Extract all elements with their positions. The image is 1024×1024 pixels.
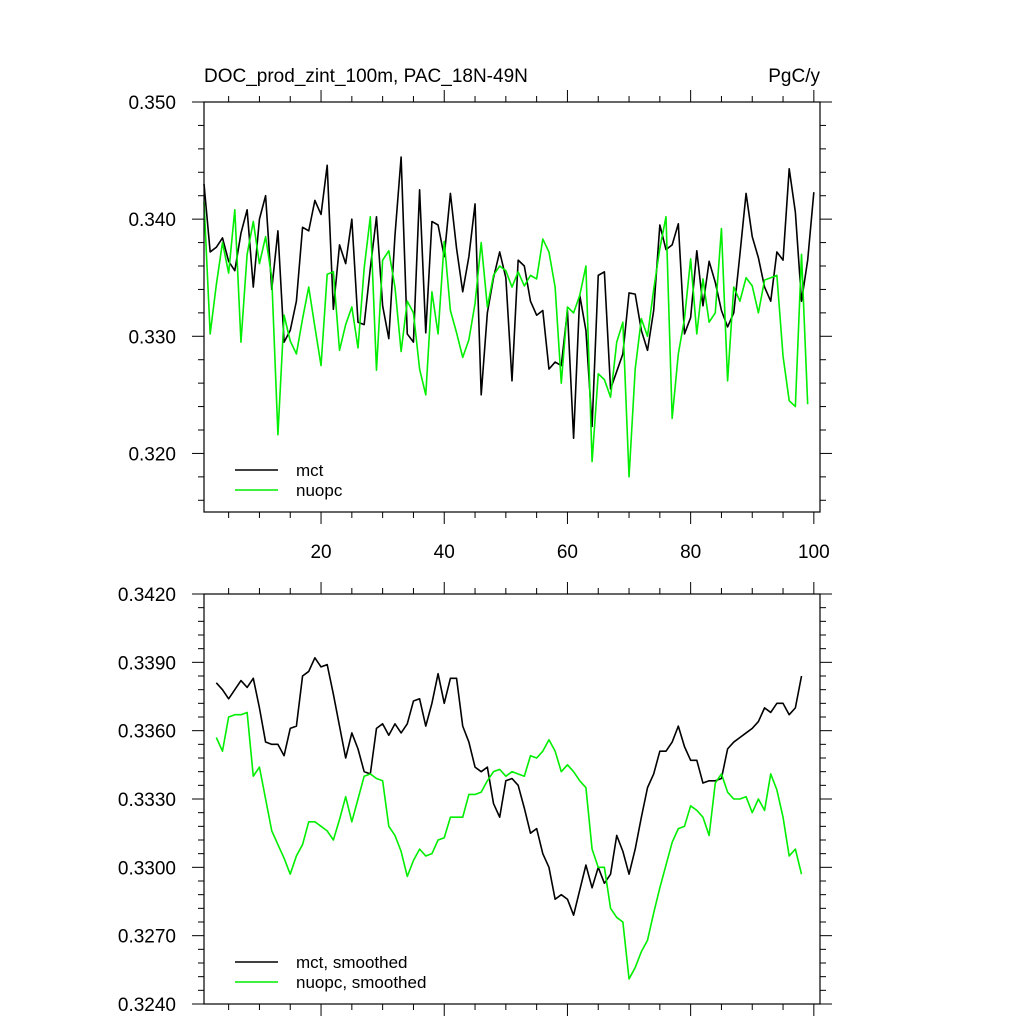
legend-label-nuopc-smoothed: nuopc, smoothed <box>296 973 426 992</box>
top-series-lines <box>203 156 815 478</box>
series-line-mct-smoothed <box>215 656 803 916</box>
x-tick-label: 40 <box>434 542 455 563</box>
legend-label-mct-smoothed: mct, smoothed <box>296 953 408 972</box>
x-tick-label: 60 <box>557 542 578 563</box>
units-label: PgC/y <box>768 66 820 87</box>
y-tick-label: 0.3390 <box>118 653 176 674</box>
series-line-mct <box>203 156 815 440</box>
y-tick-label: 0.340 <box>128 210 176 231</box>
top-axis-ticks: 0.320 0.330 0.340 0.350 20 40 60 80 100 <box>128 90 832 563</box>
x-tick-label: 100 <box>798 542 830 563</box>
y-tick-label: 0.3360 <box>118 722 176 743</box>
legend-label-mct: mct <box>296 461 324 480</box>
series-line-nuopc-smoothed <box>215 711 803 980</box>
top-plot-frame <box>203 101 821 513</box>
y-tick-label: 0.3330 <box>118 790 176 811</box>
figure-title: DOC_prod_zint_100m, PAC_18N-49N <box>204 66 528 87</box>
raw-series-panel: DOC_prod_zint_100m, PAC_18N-49N PgC/y 0.… <box>128 66 832 563</box>
series-line-nuopc <box>203 201 809 478</box>
bottom-legend: mct, smoothed nuopc, smoothed <box>235 953 426 992</box>
bottom-axis-ticks: 0.3240 0.3270 0.3300 0.3330 0.3360 0.3390 0.34… <box>118 582 832 1016</box>
y-tick-label: 0.320 <box>128 444 176 465</box>
y-tick-label: 0.330 <box>128 327 176 348</box>
x-tick-label: 20 <box>310 542 331 563</box>
bottom-series-lines <box>215 656 803 980</box>
y-tick-label: 0.3420 <box>118 585 176 606</box>
y-tick-label: 0.350 <box>128 93 176 114</box>
top-legend: mct nuopc <box>235 461 343 500</box>
bottom-plot-frame <box>203 593 821 1005</box>
y-tick-label: 0.3300 <box>118 858 176 879</box>
legend-label-nuopc: nuopc <box>296 481 343 500</box>
y-tick-label: 0.3270 <box>118 927 176 948</box>
y-tick-label: 0.3240 <box>118 995 176 1016</box>
smoothed-series-panel: 0.3240 0.3270 0.3300 0.3330 0.3360 0.3390 0.34… <box>118 582 832 1016</box>
x-tick-label: 80 <box>680 542 701 563</box>
